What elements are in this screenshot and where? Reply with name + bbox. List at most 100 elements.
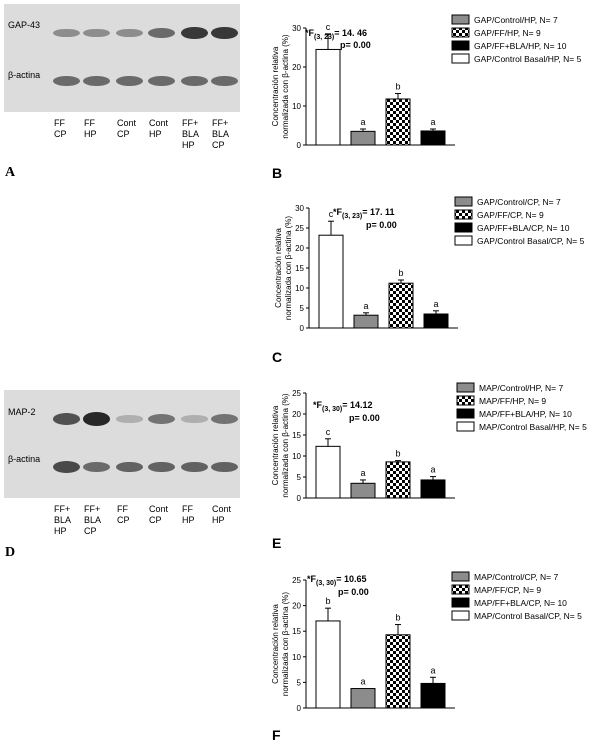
legend-swatch — [454, 196, 473, 207]
bar — [385, 98, 411, 146]
legend-swatch — [454, 209, 473, 220]
significance-letter: b — [398, 268, 403, 278]
y-tick-label: 10 — [295, 284, 304, 293]
bar — [318, 234, 344, 329]
blot-band — [83, 412, 110, 426]
y-tick-label: 20 — [292, 602, 301, 611]
significance-letter: a — [363, 301, 368, 311]
legend-label: MAP/Control/CP, N= 7 — [474, 572, 558, 582]
blot-band — [211, 75, 238, 87]
significance-letter: a — [360, 117, 365, 127]
bar — [420, 479, 446, 499]
y-tick-label: 0 — [300, 324, 305, 333]
legend-swatch — [456, 395, 475, 406]
blot-row-gap43 — [4, 18, 240, 48]
y-tick-label: 10 — [292, 452, 301, 461]
y-tick-label: 5 — [297, 678, 302, 687]
bar — [385, 634, 411, 709]
legend-label: GAP/Control Basal/CP, N= 5 — [477, 236, 585, 246]
legend-swatch — [456, 421, 475, 432]
y-axis-label: normalizada con β-actina (%) — [281, 34, 290, 139]
significance-letter: c — [329, 209, 334, 219]
panel-letter: F — [272, 727, 281, 743]
blot-lane-label: FF HP — [182, 504, 195, 525]
blot-band — [211, 26, 238, 40]
y-axis-label: normalizada con β-actina (%) — [284, 216, 293, 321]
bar — [315, 48, 341, 146]
bar — [315, 620, 341, 709]
y-tick-label: 25 — [292, 389, 301, 398]
bar — [388, 282, 414, 329]
y-tick-label: 0 — [297, 494, 302, 503]
blot-band — [116, 415, 143, 423]
legend-swatch — [451, 597, 470, 608]
y-tick-label: 15 — [295, 264, 304, 273]
stat-p-b: p= 0.00 — [340, 40, 371, 50]
y-tick-label: 20 — [292, 410, 301, 419]
y-tick-label: 30 — [295, 204, 304, 213]
blot-d-row-label-actin: β-actina — [8, 454, 41, 464]
blot-lane-label: Cont CP — [117, 118, 137, 139]
significance-letter: a — [360, 677, 365, 687]
legend-label: MAP/FF+BLA/CP, N= 10 — [474, 598, 567, 608]
stat-p-f: p= 0.00 — [338, 587, 369, 597]
stat-annotation-c: *F(3, 23)= 17. 11 — [333, 207, 395, 220]
blot-row-actin — [4, 452, 240, 482]
western-blot-a — [4, 4, 240, 112]
legend-label: GAP/Control Basal/HP, N= 5 — [474, 54, 582, 64]
y-tick-label: 30 — [292, 24, 301, 33]
y-axis-label: normalizada con β-actina (%) — [281, 393, 290, 498]
y-tick-label: 25 — [292, 576, 301, 585]
blot-lane-label: FF HP — [84, 118, 97, 139]
blot-lane-label: FF CP — [117, 504, 130, 525]
legend-swatch — [451, 40, 470, 51]
blot-band — [53, 28, 80, 38]
legend-label: GAP/FF/HP, N= 9 — [474, 28, 541, 38]
bar — [350, 130, 376, 146]
significance-letter: a — [430, 665, 435, 675]
panel-letter: C — [272, 349, 282, 365]
y-tick-label: 5 — [300, 304, 305, 313]
legend-label: GAP/Control/CP, N= 7 — [477, 197, 561, 207]
bar — [353, 314, 379, 329]
blot-d-row-label-map2: MAP-2 — [8, 407, 36, 417]
legend-label: MAP/FF/CP, N= 9 — [474, 585, 541, 595]
panel-letter: B — [272, 165, 282, 181]
blot-band — [83, 461, 110, 473]
blot-row-actin — [4, 66, 240, 96]
stat-annotation-e: *F(3, 30)= 14.12 — [313, 400, 373, 413]
significance-letter: c — [326, 22, 331, 32]
y-axis-label: Concentración relativa — [271, 46, 280, 126]
blot-band — [116, 75, 143, 87]
significance-letter: a — [360, 468, 365, 478]
blot-band — [148, 75, 175, 87]
bar — [420, 682, 446, 709]
blot-lane-label: Cont CP — [149, 504, 169, 525]
panel-letter-a: A — [5, 165, 16, 180]
blot-band — [181, 26, 208, 40]
stat-annotation-f: *F(3, 30)= 10.65 — [307, 574, 367, 587]
blot-band — [53, 413, 80, 425]
bar — [385, 461, 411, 499]
blot-a-row-label-actin: β-actina — [8, 70, 41, 80]
y-tick-label: 10 — [292, 102, 301, 111]
blot-band — [53, 75, 80, 87]
blot-lane-label: Cont HP — [212, 504, 232, 525]
stat-p-c: p= 0.00 — [366, 220, 397, 230]
blot-band — [211, 461, 238, 473]
bar — [423, 313, 449, 329]
legend-label: GAP/FF+BLA/HP, N= 10 — [474, 41, 567, 51]
blot-band — [181, 461, 208, 473]
y-tick-label: 20 — [295, 244, 304, 253]
stat-p-e: p= 0.00 — [349, 413, 380, 423]
y-tick-label: 15 — [292, 627, 301, 636]
y-tick-label: 0 — [297, 704, 302, 713]
blot-lane-label: Cont HP — [149, 118, 169, 139]
blot-lane-label: FF+ BLA CP — [84, 504, 102, 536]
blot-band — [116, 28, 143, 38]
significance-letter: b — [325, 596, 330, 606]
legend-swatch — [456, 382, 475, 393]
significance-letter: c — [326, 427, 331, 437]
legend-label: MAP/FF/HP, N= 9 — [479, 396, 546, 406]
